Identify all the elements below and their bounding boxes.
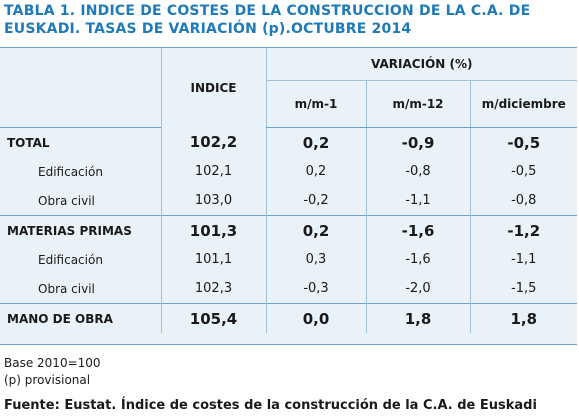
row-label: MANO DE OBRA [0, 303, 161, 333]
header-indice: INDICE [160, 48, 266, 128]
title-line-2: EUSKADI. TASAS DE VARIACIÓN (p).OCTUBRE … [4, 21, 412, 37]
title-line-1: TABLA 1. INDICE DE COSTES DE LA CONSTRUC… [4, 3, 531, 19]
cell-m-m1: -0,2 [265, 186, 366, 216]
cell-m-diciembre: -1,5 [469, 274, 578, 304]
cell-m-diciembre: -1,2 [469, 215, 578, 245]
cell-m-m1: 0,0 [265, 303, 366, 333]
cell-m-diciembre: -0,5 [469, 127, 578, 157]
data-table-panel: INDICE VARIACIÓN (%) m/m-1 m/m-12 m/dici… [0, 47, 578, 345]
cell-m-m1: 0,2 [265, 127, 366, 157]
header-m-m1: m/m-1 [265, 80, 366, 128]
table-row: Obra civil 103,0 -0,2 -1,1 -0,8 [0, 186, 578, 216]
header-row-1: INDICE VARIACIÓN (%) [0, 48, 578, 128]
table-row: TOTAL 102,2 0,2 -0,9 -0,5 [0, 127, 578, 157]
note-provisional: (p) provisional [4, 373, 91, 387]
cell-m-m1: 0,2 [265, 215, 366, 245]
table-title: TABLA 1. INDICE DE COSTES DE LA CONSTRUC… [4, 2, 574, 38]
table-row: Edificación 102,1 0,2 -0,8 -0,5 [0, 157, 578, 186]
table-row: Obra civil 102,3 -0,3 -2,0 -1,5 [0, 274, 578, 304]
cell-m-m12: -1,1 [365, 186, 470, 216]
cell-m-m12: -2,0 [365, 274, 470, 304]
row-label: TOTAL [7, 135, 50, 150]
row-label: Obra civil [38, 193, 95, 208]
table-row: Edificación 101,1 0,3 -1,6 -1,1 [0, 245, 578, 274]
cell-indice: 102,1 [160, 157, 266, 186]
header-row-2: m/m-1 m/m-12 m/diciembre [0, 80, 578, 128]
row-label: Edificación [38, 252, 103, 267]
header-empty-cell [0, 48, 161, 81]
table-row: MANO DE OBRA 105,4 0,0 1,8 1,8 [0, 303, 578, 333]
cell-m-m12: -1,6 [365, 245, 470, 274]
header-m-diciembre: m/diciembre [469, 80, 578, 128]
note-base: Base 2010=100 [4, 356, 101, 370]
cell-m-diciembre: -0,8 [469, 186, 578, 216]
cell-m-diciembre: 1,8 [469, 303, 578, 333]
cell-m-m1: 0,3 [265, 245, 366, 274]
source-note: Fuente: Eustat. Índice de costes de la c… [4, 398, 537, 413]
cell-indice: 102,3 [160, 274, 266, 304]
row-label: Edificación [38, 164, 103, 179]
table-row: MATERIAS PRIMAS 101,3 0,2 -1,6 -1,2 [0, 215, 578, 245]
cell-indice: 102,2 [160, 127, 266, 157]
cell-indice: 101,1 [160, 245, 266, 274]
notes: Base 2010=100 (p) provisional [4, 355, 101, 389]
row-label: MATERIAS PRIMAS [0, 215, 161, 245]
header-empty-cell [0, 80, 161, 128]
header-variacion: VARIACIÓN (%) [265, 48, 578, 81]
cell-indice: 105,4 [160, 303, 266, 333]
data-table: INDICE VARIACIÓN (%) m/m-1 m/m-12 m/dici… [0, 48, 578, 333]
table-body: TOTAL 102,2 0,2 -0,9 -0,5 Edificación 102,1 0,2… [0, 127, 578, 333]
cell-m-m12: -0,8 [365, 157, 470, 186]
cell-m-diciembre: -0,5 [469, 157, 578, 186]
row-label: Obra civil [38, 281, 95, 296]
header-m-m12: m/m-12 [365, 80, 470, 128]
cell-m-m1: 0,2 [265, 157, 366, 186]
cell-m-m12: 1,8 [365, 303, 470, 333]
cell-indice: 101,3 [160, 215, 266, 245]
cell-m-m12: -0,9 [365, 127, 470, 157]
cell-m-m12: -1,6 [365, 215, 470, 245]
cell-m-diciembre: -1,1 [469, 245, 578, 274]
cell-indice: 103,0 [160, 186, 266, 216]
cell-m-m1: -0,3 [265, 274, 366, 304]
